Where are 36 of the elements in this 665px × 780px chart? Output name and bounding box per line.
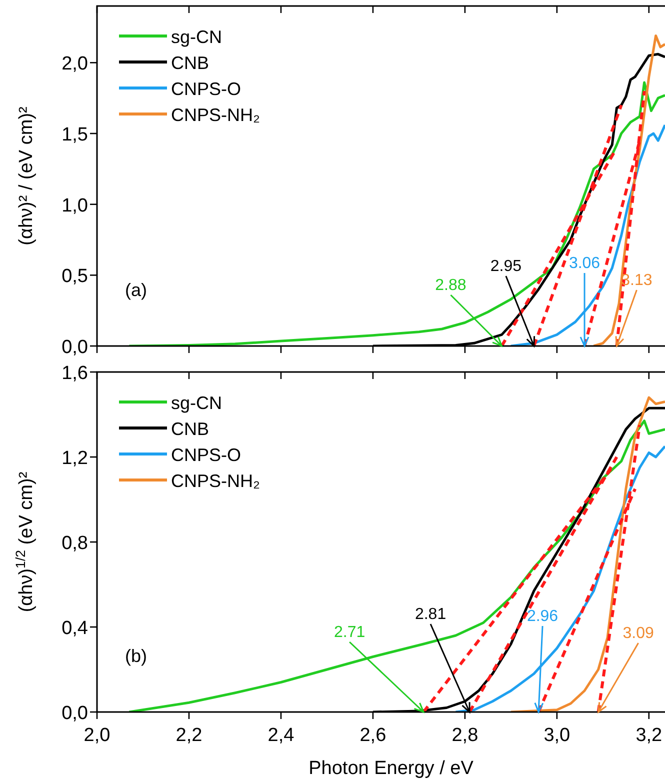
annotation: 2.88 [435, 277, 466, 294]
y-tick-label: 1,0 [62, 195, 88, 216]
y-tick-label: 1,6 [62, 363, 88, 384]
legend-label: CNPS-O [171, 79, 242, 99]
x-tick-label: 2,2 [176, 725, 202, 746]
legend-label: CNPS-NH₂ [171, 471, 260, 491]
y-tick-label: 1,5 [62, 124, 88, 146]
x-tick-label: 2,6 [360, 725, 386, 746]
legend-label: sg-CN [171, 393, 222, 413]
y-tick-label: 0,4 [62, 618, 88, 639]
x-tick-label: 2,0 [84, 725, 110, 746]
y-tick-label: 0,8 [62, 533, 88, 554]
x-tick-label: 3,0 [544, 725, 570, 746]
legend-label: sg-CN [171, 27, 222, 47]
annotation: 3.06 [568, 255, 600, 272]
annotation: 3.09 [622, 625, 654, 642]
annotation: 2.81 [414, 606, 446, 623]
y-tick-label: 1,2 [62, 448, 88, 469]
legend-label: CNB [171, 419, 210, 439]
legend-label: CNPS-O [171, 445, 242, 465]
x-tick-label: 2,8 [452, 725, 478, 746]
x-axis-title: Photon Energy / eV [308, 758, 474, 779]
y-tick-label: 2,0 [62, 54, 88, 75]
annotation: 2.95 [490, 258, 522, 275]
x-tick-label: 2,4 [268, 725, 295, 746]
annotation: (b) [125, 646, 147, 666]
y-axis-title: (αhν)² / (eV cm)² [16, 106, 37, 246]
annotation: 2.96 [526, 608, 558, 625]
legend-label: CNB [171, 53, 210, 73]
annotation: 2.71 [334, 624, 366, 641]
legend-label: CNPS-NH₂ [171, 105, 260, 125]
y-tick-label: 0,5 [62, 266, 88, 288]
annotation: (a) [125, 280, 147, 300]
y-tick-label: 0,0 [62, 337, 88, 358]
y-tick-label: 0,0 [62, 703, 88, 724]
x-tick-label: 3,2 [636, 725, 662, 746]
